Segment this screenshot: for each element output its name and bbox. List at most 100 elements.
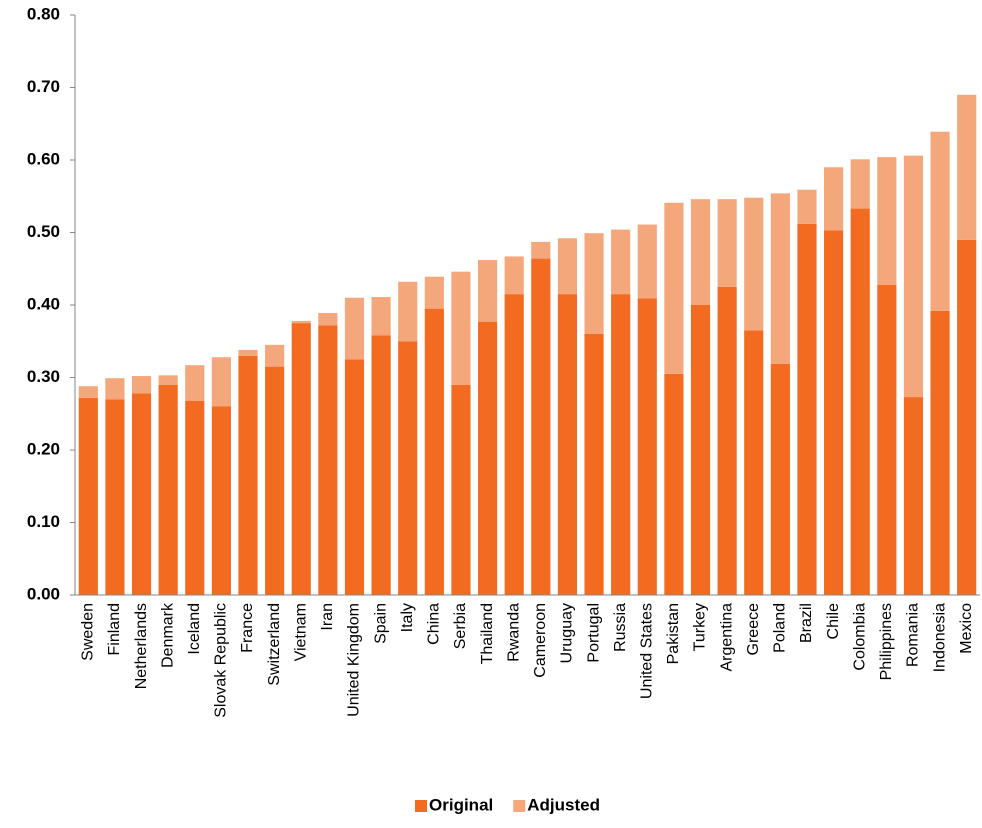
x-tick-label: Slovak Republic xyxy=(213,603,230,718)
y-tick-label: 0.70 xyxy=(27,77,60,96)
bar-segment xyxy=(451,384,471,595)
bar-segment xyxy=(584,233,604,334)
x-tick-label: Serbia xyxy=(452,603,469,649)
bar-segment xyxy=(717,199,737,287)
bar-segment xyxy=(211,406,231,595)
bar-segment xyxy=(185,400,205,595)
x-tick-label: China xyxy=(426,603,443,645)
x-tick-label: Vietnam xyxy=(292,603,309,661)
bar-segment xyxy=(504,256,524,295)
bar-segment xyxy=(371,297,391,336)
bar-segment xyxy=(903,155,924,398)
bar-segment xyxy=(344,297,365,360)
bar-segment xyxy=(824,230,844,595)
bar-segment xyxy=(265,344,285,367)
x-tick-label: Philippines xyxy=(878,603,895,680)
y-tick-label: 0.50 xyxy=(27,222,60,241)
bar-segment xyxy=(850,159,870,209)
x-tick-label: Pakistan xyxy=(665,603,682,664)
bar-segment xyxy=(477,260,498,322)
y-tick-label: 0.80 xyxy=(27,4,60,23)
x-tick-label: Italy xyxy=(399,603,416,632)
bar-segment xyxy=(318,312,338,326)
bar-segment xyxy=(265,366,285,595)
bar-segment xyxy=(664,202,684,374)
legend-label: Adjusted xyxy=(527,795,600,814)
x-tick-label: Denmark xyxy=(159,602,176,668)
x-tick-label: Netherlands xyxy=(133,603,150,689)
bar-segment xyxy=(158,384,178,595)
bar-segment xyxy=(477,321,498,595)
y-tick-label: 0.00 xyxy=(27,584,60,603)
bar-segment xyxy=(344,359,365,595)
bar-segment xyxy=(744,197,764,331)
bar-segment xyxy=(131,376,152,394)
bar-segment xyxy=(957,239,977,595)
bar-segment xyxy=(930,131,950,311)
x-tick-label: United Kingdom xyxy=(346,603,363,717)
bar-segment xyxy=(291,323,311,595)
bar-segment xyxy=(291,320,311,324)
x-tick-label: Brazil xyxy=(798,603,815,643)
bar-segment xyxy=(211,357,231,407)
legend-swatch xyxy=(513,800,526,812)
bar-segment xyxy=(185,365,205,401)
x-tick-label: Mexico xyxy=(958,603,975,654)
bar-segment xyxy=(957,94,977,240)
x-tick-label: Switzerland xyxy=(266,603,283,686)
x-tick-label: Turkey xyxy=(692,603,709,651)
bar-segment xyxy=(131,393,152,595)
y-tick-label: 0.30 xyxy=(27,367,60,386)
x-tick-label: Portugal xyxy=(585,603,602,663)
x-tick-label: France xyxy=(239,603,256,653)
bar-segment xyxy=(78,386,98,398)
bar-segment xyxy=(424,276,444,309)
bar-segment xyxy=(690,305,711,595)
bar-segment xyxy=(398,281,418,342)
bar-segment xyxy=(903,397,924,595)
bar-segment xyxy=(744,330,764,595)
bar-segment xyxy=(584,334,604,595)
x-tick-label: Rwanda xyxy=(505,603,522,662)
bar-segment xyxy=(690,199,711,305)
bar-segment xyxy=(238,355,258,595)
bar-segment xyxy=(504,294,524,595)
bar-segment xyxy=(797,189,817,224)
legend-label: Original xyxy=(429,795,493,814)
x-tick-label: Iceland xyxy=(186,603,203,655)
x-tick-label: Sweden xyxy=(80,603,97,661)
x-tick-label: Chile xyxy=(825,603,842,640)
x-tick-label: Spain xyxy=(372,603,389,644)
bar-segment xyxy=(531,241,551,259)
bar-segment xyxy=(877,157,897,285)
y-tick-label: 0.40 xyxy=(27,294,60,313)
legend-swatch xyxy=(415,800,428,812)
bar-segment xyxy=(371,335,391,595)
bar-segment xyxy=(158,375,178,385)
bar-segment xyxy=(611,294,631,595)
bar-segment xyxy=(611,229,631,295)
x-tick-label: Poland xyxy=(772,603,789,653)
bar-segment xyxy=(318,325,338,595)
y-tick-label: 0.60 xyxy=(27,149,60,168)
bar-segment xyxy=(637,298,657,595)
bar-segment xyxy=(797,223,817,596)
legend: Original Adjusted xyxy=(415,795,600,814)
x-tick-label: Cameroon xyxy=(532,603,549,678)
bar-segment xyxy=(850,208,870,595)
x-tick-label: United States xyxy=(638,603,655,699)
bar-segment xyxy=(105,399,125,595)
bar-segment xyxy=(424,308,444,595)
y-tick-label: 0.10 xyxy=(27,512,60,531)
x-tick-label: Greece xyxy=(745,603,762,656)
bar-segment xyxy=(238,349,258,356)
bar-segment xyxy=(105,378,125,400)
x-tick-label: Indonesia xyxy=(931,603,948,672)
bar-segment xyxy=(770,193,790,364)
bar-segment xyxy=(398,341,418,595)
bar-segment xyxy=(637,224,657,299)
x-tick-label: Thailand xyxy=(479,603,496,664)
x-tick-label: Iran xyxy=(319,603,336,631)
